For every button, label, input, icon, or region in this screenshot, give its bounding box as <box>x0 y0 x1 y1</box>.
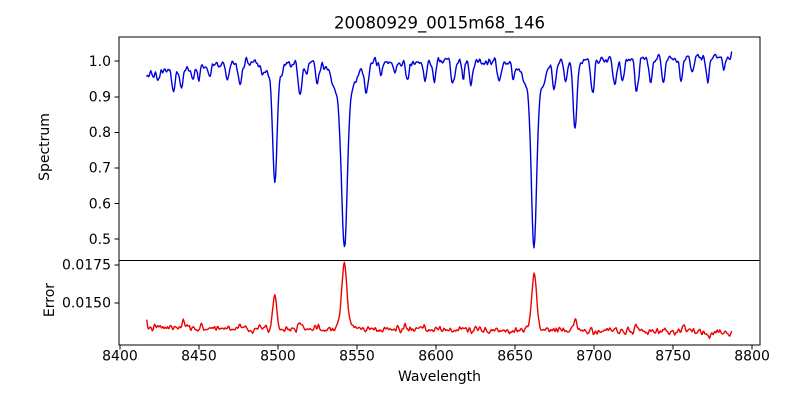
x-tick-label: 8700 <box>576 349 612 365</box>
chart-title: 20080929_0015m68_146 <box>334 14 545 34</box>
y-axis-label-spectrum: Spectrum <box>37 113 53 181</box>
x-tick-label: 8500 <box>260 349 296 365</box>
error-line <box>146 261 733 340</box>
spectrum-y-tick-label: 0.7 <box>89 161 111 177</box>
x-tick-label: 8600 <box>418 349 454 365</box>
spectrum-panel-frame <box>118 36 761 261</box>
error-panel-frame <box>118 260 761 346</box>
x-tick-label: 8550 <box>339 349 375 365</box>
x-tick-label: 8650 <box>497 349 533 365</box>
chart-generated-content: 8400 8450 8500 8550 8600 8650 8700 8750 8800 1.0 0… <box>62 36 770 365</box>
spectrum-y-tick-label: 0.9 <box>89 89 111 105</box>
spectrum-line <box>146 51 733 249</box>
x-tick-label: 8750 <box>655 349 691 365</box>
error-y-tick-label: 0.0175 <box>62 258 111 274</box>
spectrum-y-tick-label: 0.8 <box>89 125 111 141</box>
x-axis-label: Wavelength <box>398 369 481 385</box>
x-tick-label: 8450 <box>181 349 217 365</box>
x-tick-label: 8400 <box>102 349 138 365</box>
x-tick-label: 8800 <box>734 349 770 365</box>
error-y-tick-label: 0.0150 <box>62 295 111 311</box>
spectrum-y-tick-label: 0.5 <box>89 232 111 248</box>
spectrum-y-tick-label: 0.6 <box>89 196 111 212</box>
spectrum-y-tick-label: 1.0 <box>89 54 111 70</box>
y-axis-label-error: Error <box>42 283 58 317</box>
